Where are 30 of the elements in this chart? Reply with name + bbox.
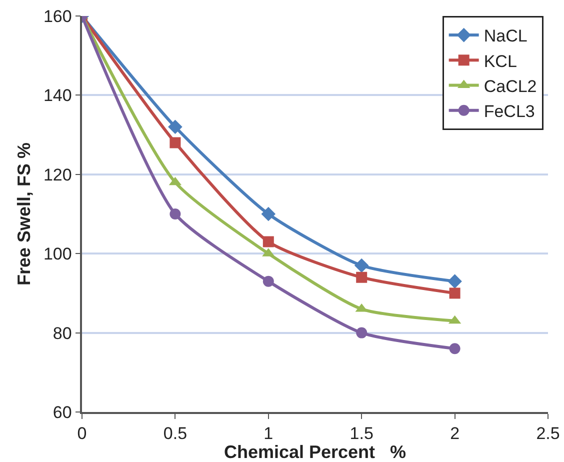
legend-label: CaCL2 (484, 76, 537, 96)
point (448, 274, 462, 288)
point (262, 276, 274, 287)
x-tick-label: 2 (450, 424, 460, 444)
x-axis-title: Chemical Percent % (224, 442, 406, 462)
y-tick-label: 160 (43, 6, 72, 26)
point (168, 120, 182, 134)
point (170, 137, 181, 148)
x-tick-label: 1.5 (350, 424, 374, 444)
legend-label: FeCL3 (484, 102, 535, 121)
point (261, 206, 276, 222)
y-tick-label: 60 (52, 402, 72, 422)
x-tick-label: 0 (77, 424, 87, 444)
y-tick-label: 140 (43, 86, 72, 106)
x-tick-label: 2.5 (536, 424, 560, 444)
point (356, 272, 368, 283)
y-tick-label: 80 (52, 324, 72, 343)
legend-label: NaCL (484, 26, 528, 46)
point (354, 258, 369, 273)
point (449, 343, 460, 354)
legend-label: KCL (484, 52, 517, 71)
point (356, 327, 368, 338)
point (170, 208, 181, 220)
x-tick-label: 0.5 (163, 424, 188, 444)
y-tick-label: 120 (43, 165, 72, 184)
point (262, 236, 274, 248)
x-tick-label: 1 (264, 424, 274, 444)
y-axis-title: Free Swell, FS % (14, 142, 34, 286)
point (449, 288, 460, 299)
y-tick-label: 100 (43, 244, 72, 264)
